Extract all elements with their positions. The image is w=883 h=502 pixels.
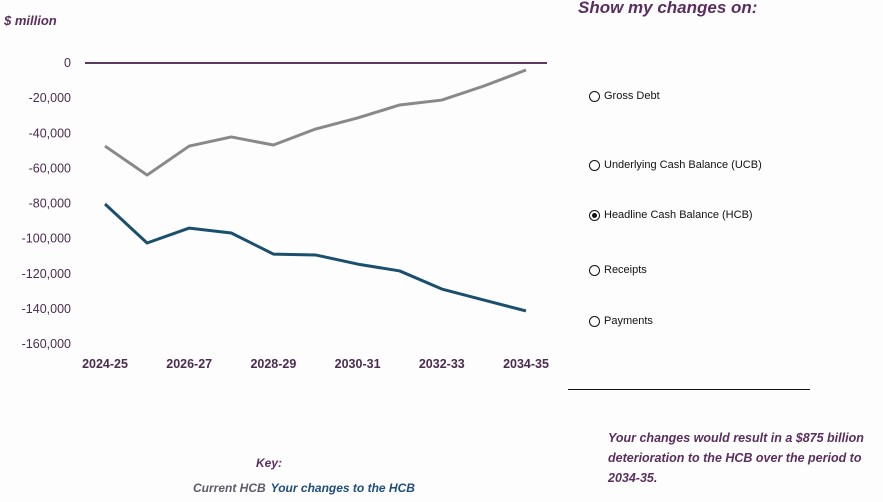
radio-label: Underlying Cash Balance (UCB) [604, 159, 762, 171]
legend: Current HCB Your changes to the HCB [193, 481, 415, 495]
y-tick-label: 0 [64, 56, 71, 70]
panel-title: Show my changes on: [578, 0, 758, 17]
radio-payments[interactable]: Payments [589, 315, 653, 327]
y-tick-label: -60,000 [29, 161, 71, 175]
radio-label: Payments [604, 315, 653, 327]
series-line-your-changes [103, 202, 527, 313]
radio-gross-debt[interactable]: Gross Debt [589, 90, 660, 102]
y-tick-label: -140,000 [22, 302, 71, 316]
x-tick-label: 2034-35 [503, 357, 549, 371]
radio-hcb[interactable]: Headline Cash Balance (HCB) [589, 209, 753, 221]
radio-circle-icon[interactable] [589, 159, 600, 171]
series-line-current-hcb [104, 68, 527, 177]
radio-label: Headline Cash Balance (HCB) [604, 209, 753, 221]
x-tick-label: 2028-29 [250, 357, 296, 371]
key-title: Key: [256, 456, 283, 470]
x-tick-label: 2026-27 [166, 357, 212, 371]
x-tick-label: 2024-25 [82, 357, 128, 371]
y-tick-label: -100,000 [22, 232, 71, 246]
legend-current-hcb: Current HCB [193, 481, 266, 495]
x-tick-label: 2030-31 [335, 357, 381, 371]
radio-circle-icon[interactable] [589, 90, 600, 102]
x-tick-label: 2032-33 [419, 357, 465, 371]
y-tick-label: -40,000 [29, 126, 71, 140]
radio-circle-icon[interactable] [589, 264, 600, 276]
y-axis-unit-label: $ million [4, 13, 57, 28]
summary-text: Your changes would result in a $875 bill… [608, 431, 864, 485]
y-tick-label: -20,000 [29, 91, 71, 105]
y-tick-label: -80,000 [29, 197, 71, 211]
legend-your-changes: Your changes to the HCB [270, 481, 415, 495]
radio-circle-icon[interactable] [589, 315, 600, 327]
radio-circle-icon[interactable] [589, 209, 600, 221]
radio-ucb[interactable]: Underlying Cash Balance (UCB) [589, 159, 762, 171]
radio-label: Receipts [604, 264, 647, 276]
line-chart: 0 -20,000 -40,000 -60,000 -80,000 -100,000 -12… [22, 56, 549, 371]
radio-label: Gross Debt [604, 90, 660, 102]
y-tick-label: -120,000 [22, 267, 71, 281]
radio-receipts[interactable]: Receipts [589, 264, 647, 276]
y-tick-label: -160,000 [22, 337, 71, 351]
divider [568, 389, 810, 390]
